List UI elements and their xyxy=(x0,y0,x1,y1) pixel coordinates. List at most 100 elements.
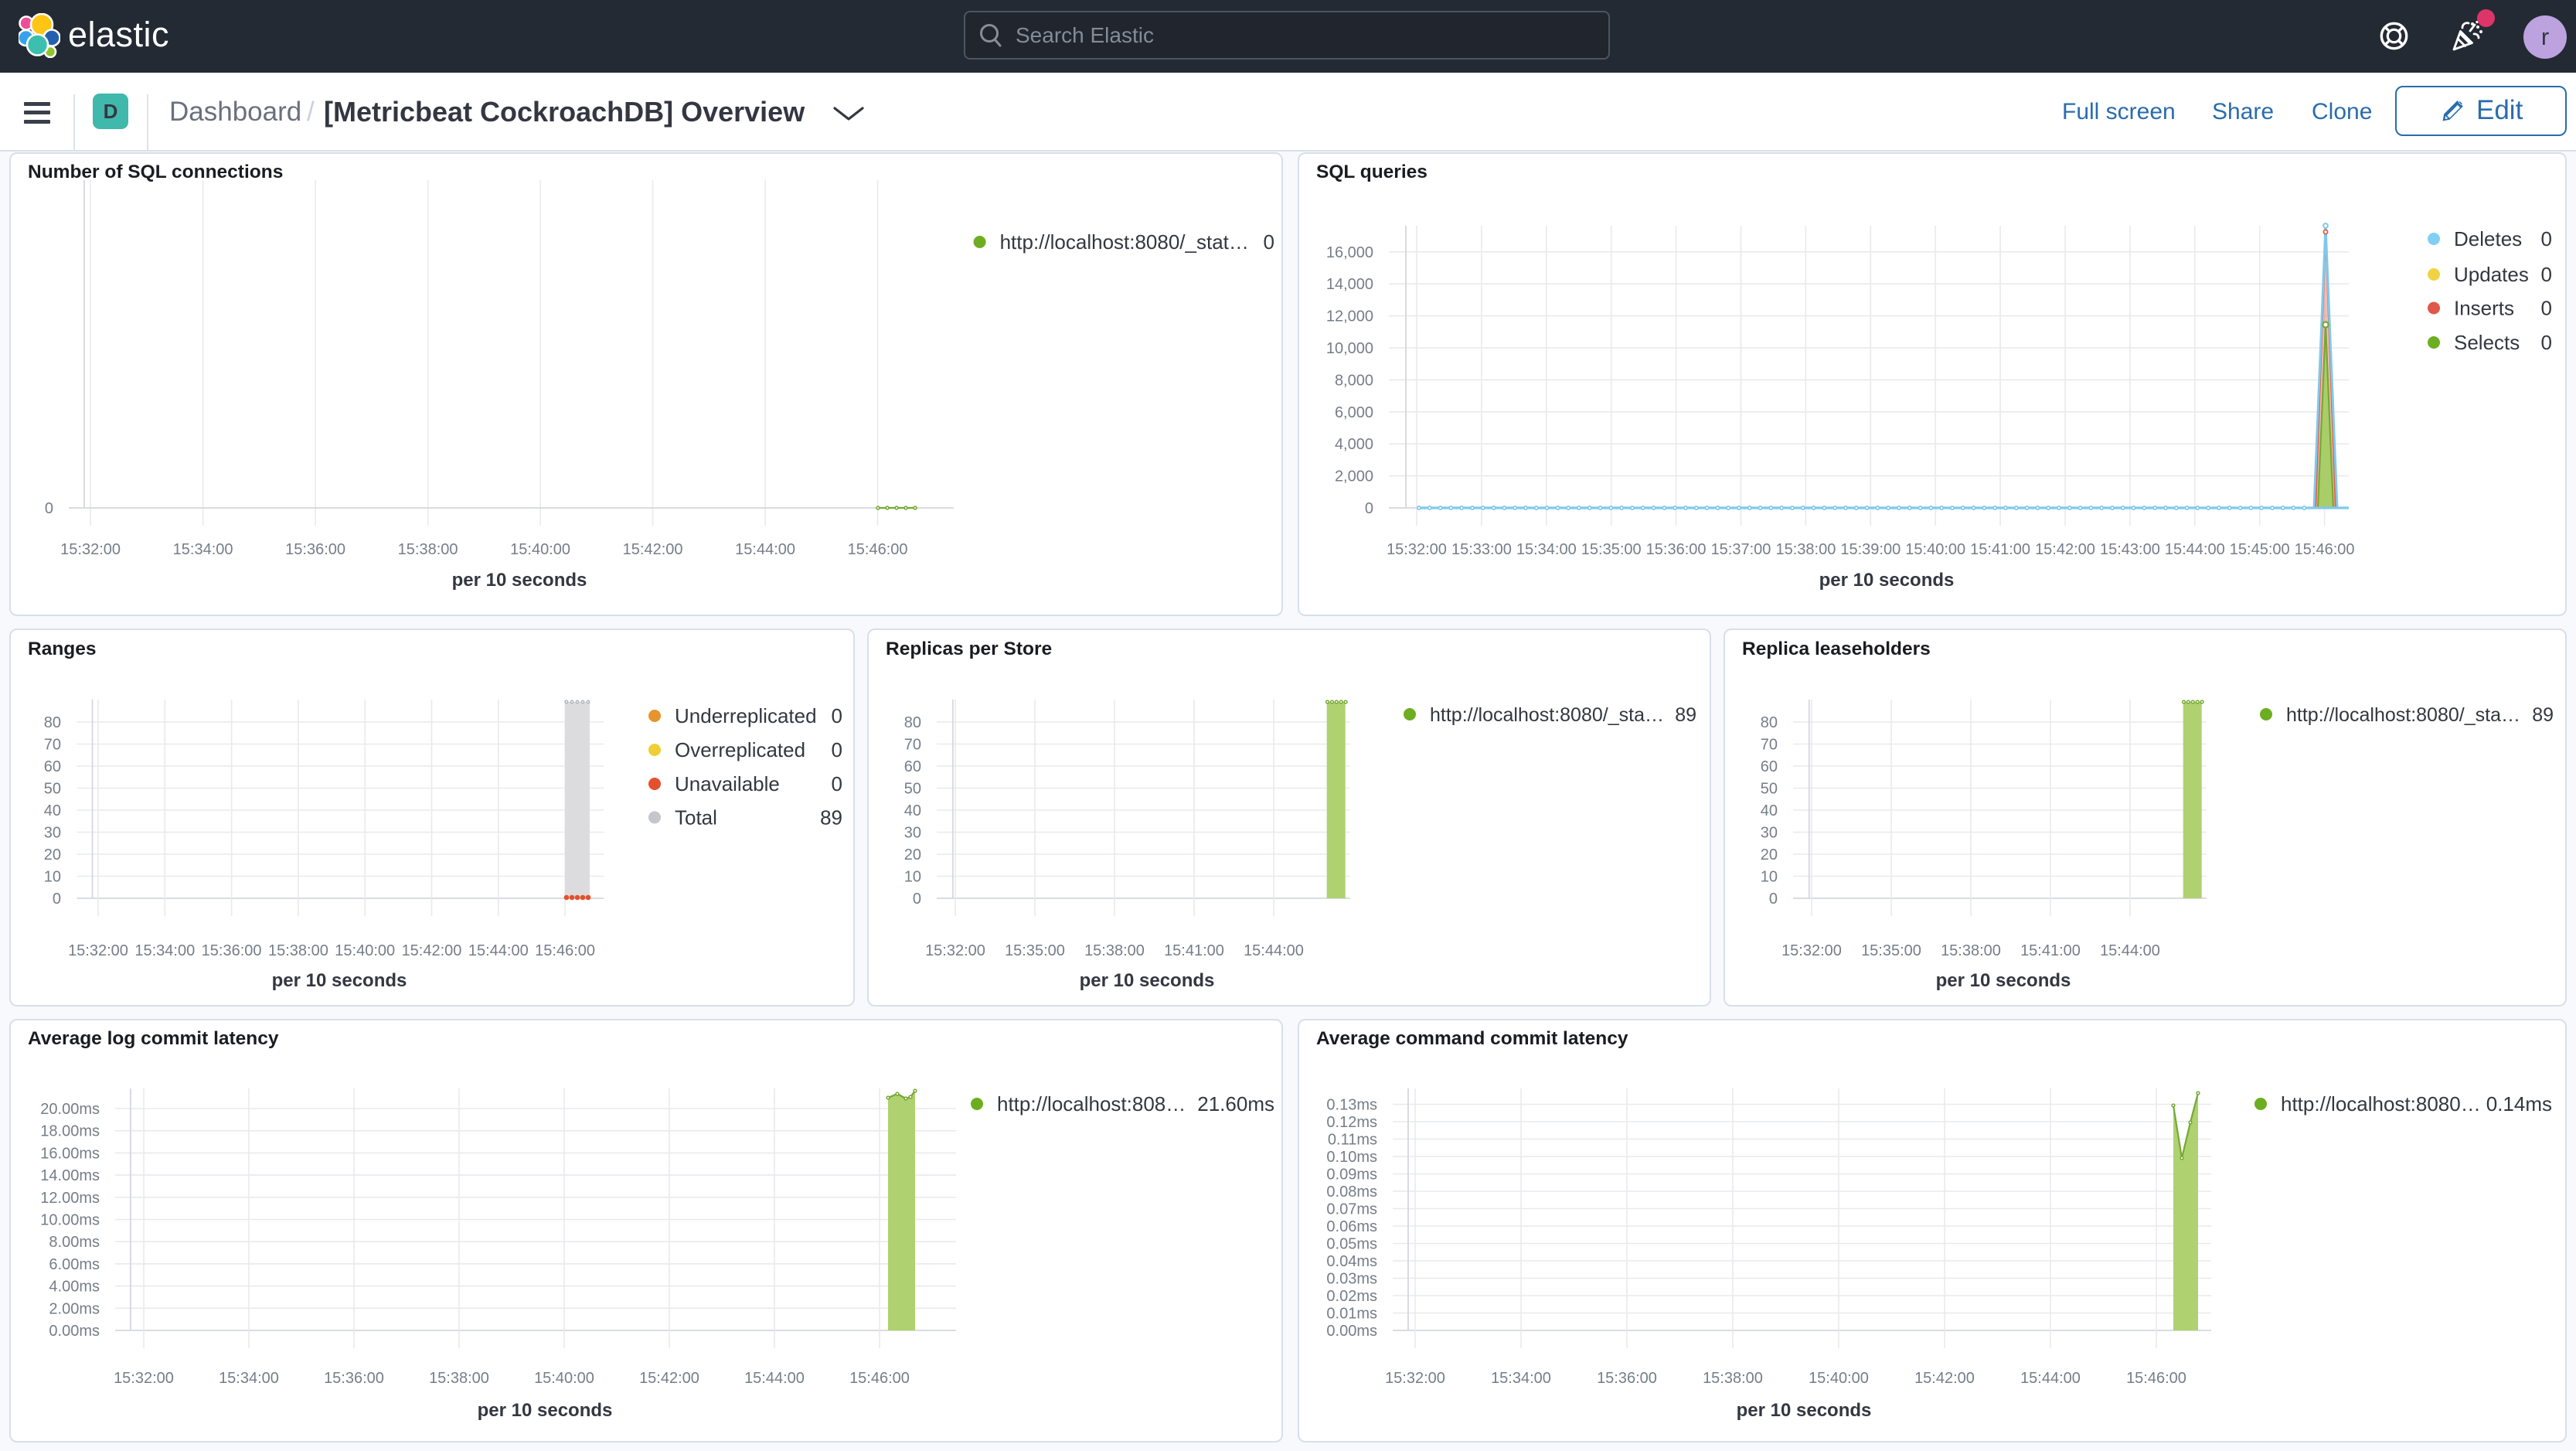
svg-text:15:32:00: 15:32:00 xyxy=(114,1370,174,1387)
svg-text:Average log commit latency: Average log commit latency xyxy=(28,1028,279,1049)
svg-text:15:32:00: 15:32:00 xyxy=(68,942,128,959)
svg-text:0.00ms: 0.00ms xyxy=(49,1323,100,1340)
svg-text:60: 60 xyxy=(904,758,921,775)
svg-text:60: 60 xyxy=(44,758,61,775)
svg-text:15:35:00: 15:35:00 xyxy=(1861,942,1921,959)
svg-text:per 10 seconds: per 10 seconds xyxy=(272,970,407,991)
svg-text:http://localhost:8080/_sta…: http://localhost:8080/_sta… xyxy=(2286,704,2520,726)
svg-text:0.00ms: 0.00ms xyxy=(1326,1323,1377,1340)
svg-text:15:40:00: 15:40:00 xyxy=(510,541,570,558)
svg-text:4.00ms: 4.00ms xyxy=(49,1279,100,1296)
svg-text:40: 40 xyxy=(1761,802,1778,819)
svg-text:12,000: 12,000 xyxy=(1326,308,1373,325)
svg-text:0.05ms: 0.05ms xyxy=(1326,1236,1377,1253)
svg-text:14,000: 14,000 xyxy=(1326,276,1373,293)
svg-text:15:42:00: 15:42:00 xyxy=(639,1370,699,1387)
svg-text:per 10 seconds: per 10 seconds xyxy=(1737,1400,1872,1421)
svg-text:20: 20 xyxy=(904,846,921,863)
svg-text:10: 10 xyxy=(1761,869,1778,886)
svg-text:20.00ms: 20.00ms xyxy=(40,1101,100,1118)
svg-text:http://localhost:808…: http://localhost:808… xyxy=(997,1092,1186,1115)
svg-text:89: 89 xyxy=(820,806,842,829)
svg-text:0.07ms: 0.07ms xyxy=(1326,1201,1377,1218)
svg-text:0.02ms: 0.02ms xyxy=(1326,1288,1377,1305)
svg-text:15:34:00: 15:34:00 xyxy=(173,541,233,558)
svg-text:15:42:00: 15:42:00 xyxy=(623,541,683,558)
svg-text:2.00ms: 2.00ms xyxy=(49,1300,100,1317)
svg-text:15:40:00: 15:40:00 xyxy=(1809,1370,1869,1387)
svg-text:89: 89 xyxy=(2532,704,2554,726)
svg-text:20: 20 xyxy=(44,846,61,863)
svg-text:14.00ms: 14.00ms xyxy=(40,1167,100,1184)
svg-text:15:42:00: 15:42:00 xyxy=(1914,1370,1975,1387)
svg-text:30: 30 xyxy=(904,825,921,842)
svg-text:15:32:00: 15:32:00 xyxy=(1781,942,1842,959)
svg-text:15:34:00: 15:34:00 xyxy=(1491,1370,1551,1387)
svg-text:15:46:00: 15:46:00 xyxy=(848,541,908,558)
svg-text:15:37:00: 15:37:00 xyxy=(1711,541,1771,558)
svg-text:0.01ms: 0.01ms xyxy=(1326,1306,1377,1323)
svg-text:per 10 seconds: per 10 seconds xyxy=(478,1400,613,1421)
svg-text:15:41:00: 15:41:00 xyxy=(1164,942,1224,959)
svg-text:15:40:00: 15:40:00 xyxy=(534,1370,594,1387)
svg-text:15:36:00: 15:36:00 xyxy=(1597,1370,1657,1387)
svg-text:15:32:00: 15:32:00 xyxy=(925,942,985,959)
svg-text:30: 30 xyxy=(44,825,61,842)
svg-text:50: 50 xyxy=(1761,781,1778,798)
svg-text:40: 40 xyxy=(904,802,921,819)
svg-text:0.10ms: 0.10ms xyxy=(1326,1149,1377,1166)
svg-text:10: 10 xyxy=(44,869,61,886)
svg-text:0: 0 xyxy=(832,738,842,761)
svg-text:Selects: Selects xyxy=(2454,331,2520,354)
svg-text:80: 80 xyxy=(1761,714,1778,731)
svg-text:60: 60 xyxy=(1761,758,1778,775)
svg-text:15:46:00: 15:46:00 xyxy=(2295,541,2355,558)
svg-text:15:38:00: 15:38:00 xyxy=(1775,541,1836,558)
svg-text:per 10 seconds: per 10 seconds xyxy=(452,570,587,591)
svg-text:0: 0 xyxy=(53,891,61,908)
svg-text:15:36:00: 15:36:00 xyxy=(202,942,262,959)
svg-text:0.12ms: 0.12ms xyxy=(1326,1114,1377,1131)
svg-text:4,000: 4,000 xyxy=(1335,436,1373,453)
svg-text:15:46:00: 15:46:00 xyxy=(535,942,595,959)
svg-text:80: 80 xyxy=(44,714,61,731)
svg-text:15:38:00: 15:38:00 xyxy=(1084,942,1145,959)
svg-text:15:44:00: 15:44:00 xyxy=(2100,942,2160,959)
svg-text:15:38:00: 15:38:00 xyxy=(1703,1370,1763,1387)
svg-text:21.60ms: 21.60ms xyxy=(1197,1092,1274,1115)
svg-text:0: 0 xyxy=(1769,891,1778,908)
svg-text:0.08ms: 0.08ms xyxy=(1326,1184,1377,1201)
svg-text:15:38:00: 15:38:00 xyxy=(1941,942,2001,959)
svg-text:16.00ms: 16.00ms xyxy=(40,1145,100,1162)
svg-text:15:35:00: 15:35:00 xyxy=(1581,541,1642,558)
svg-text:http://localhost:8080/_stat…: http://localhost:8080/_stat… xyxy=(1000,230,1249,254)
svg-text:15:36:00: 15:36:00 xyxy=(285,541,345,558)
svg-text:15:44:00: 15:44:00 xyxy=(2165,541,2225,558)
svg-text:0: 0 xyxy=(913,891,921,908)
svg-text:15:39:00: 15:39:00 xyxy=(1840,541,1901,558)
svg-text:12.00ms: 12.00ms xyxy=(40,1190,100,1207)
svg-text:18.00ms: 18.00ms xyxy=(40,1123,100,1140)
svg-text:Inserts: Inserts xyxy=(2454,297,2514,320)
svg-text:15:44:00: 15:44:00 xyxy=(744,1370,805,1387)
svg-text:2,000: 2,000 xyxy=(1335,468,1373,485)
svg-text:20: 20 xyxy=(1761,846,1778,863)
svg-text:0.11ms: 0.11ms xyxy=(1328,1132,1377,1149)
svg-text:15:44:00: 15:44:00 xyxy=(735,541,795,558)
svg-text:15:42:00: 15:42:00 xyxy=(2035,541,2095,558)
svg-text:Deletes: Deletes xyxy=(2454,227,2522,250)
svg-text:40: 40 xyxy=(44,802,61,819)
svg-text:70: 70 xyxy=(1761,737,1778,754)
svg-text:0: 0 xyxy=(1264,230,1274,254)
svg-text:0.14ms: 0.14ms xyxy=(2486,1092,2552,1115)
svg-text:30: 30 xyxy=(1761,825,1778,842)
svg-text:15:46:00: 15:46:00 xyxy=(2126,1370,2186,1387)
svg-text:10.00ms: 10.00ms xyxy=(40,1212,100,1229)
svg-text:15:46:00: 15:46:00 xyxy=(849,1370,910,1387)
svg-text:http://localhost:8080/_sta…: http://localhost:8080/_sta… xyxy=(1430,704,1664,726)
svg-text:15:34:00: 15:34:00 xyxy=(134,942,195,959)
svg-text:Replicas per Store: Replicas per Store xyxy=(886,639,1052,659)
svg-text:15:38:00: 15:38:00 xyxy=(268,942,328,959)
svg-text:15:34:00: 15:34:00 xyxy=(219,1370,279,1387)
svg-text:15:32:00: 15:32:00 xyxy=(1387,541,1447,558)
